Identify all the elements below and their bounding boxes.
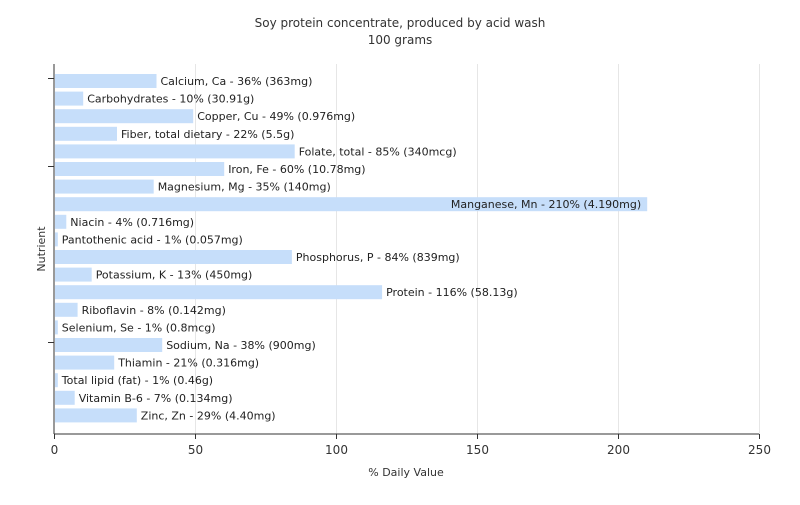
bar-label: Total lipid (fat) - 1% (0.46g) <box>61 374 213 387</box>
x-axis-label: % Daily Value <box>368 466 444 479</box>
bar <box>55 408 137 423</box>
x-tick-label: 100 <box>325 443 348 457</box>
chart-title: Soy protein concentrate, produced by aci… <box>255 16 546 30</box>
bar-label: Copper, Cu - 49% (0.976mg) <box>197 110 355 123</box>
bar <box>55 214 67 229</box>
bar-label: Magnesium, Mg - 35% (140mg) <box>158 181 331 194</box>
bar <box>55 250 292 264</box>
bar <box>55 320 58 335</box>
bar <box>55 285 383 300</box>
grid-lines <box>195 64 760 434</box>
x-tick-label: 50 <box>188 443 203 457</box>
bar <box>55 91 84 106</box>
x-tick-label: 200 <box>607 443 630 457</box>
bar-label: Folate, total - 85% (340mcg) <box>299 145 457 158</box>
bar <box>55 302 78 317</box>
chart-subtitle: 100 grams <box>368 33 433 47</box>
bar-label: Potassium, K - 13% (450mg) <box>96 269 253 282</box>
bar-label: Pantothenic acid - 1% (0.057mg) <box>62 233 243 246</box>
bar-label: Iron, Fe - 60% (10.78mg) <box>228 163 365 176</box>
x-axis-ticks: 0 50 100 150 200 250 <box>51 434 771 457</box>
bar-label: Protein - 116% (58.13g) <box>386 286 518 299</box>
bar-label: Phosphorus, P - 84% (839mg) <box>296 251 460 264</box>
bar <box>55 109 194 124</box>
bar <box>55 373 58 388</box>
bar-label: Niacin - 4% (0.716mg) <box>70 216 194 229</box>
x-tick-label: 0 <box>51 443 59 457</box>
bar <box>55 338 163 352</box>
bar <box>55 232 58 247</box>
bar <box>55 179 154 194</box>
bar <box>55 355 115 370</box>
bars: Calcium, Ca - 36% (363mg) Carbohydrates -… <box>55 74 648 423</box>
bar-label: Selenium, Se - 1% (0.8mcg) <box>62 321 216 334</box>
bar-label: Riboflavin - 8% (0.142mg) <box>82 304 226 317</box>
bar <box>55 390 75 405</box>
bar-label: Manganese, Mn - 210% (4.190mg) <box>451 198 641 211</box>
bar-label: Calcium, Ca - 36% (363mg) <box>161 75 313 88</box>
bar <box>55 74 157 88</box>
bar <box>55 267 92 282</box>
bar <box>55 144 295 159</box>
y-axis-label: Nutrient <box>35 226 48 272</box>
bar-label: Fiber, total dietary - 22% (5.5g) <box>121 128 294 141</box>
bar-label: Sodium, Na - 38% (900mg) <box>166 339 316 352</box>
bar <box>55 197 648 212</box>
bar-label: Thiamin - 21% (0.316mg) <box>117 357 259 370</box>
bar-label: Carbohydrates - 10% (30.91g) <box>87 93 254 106</box>
bar-label: Vitamin B-6 - 7% (0.134mg) <box>79 392 233 405</box>
bar <box>55 162 225 176</box>
bar-label: Zinc, Zn - 29% (4.40mg) <box>141 409 276 422</box>
bar <box>55 126 117 141</box>
x-tick-label: 250 <box>748 443 771 457</box>
x-tick-label: 150 <box>466 443 489 457</box>
axes <box>48 64 759 435</box>
